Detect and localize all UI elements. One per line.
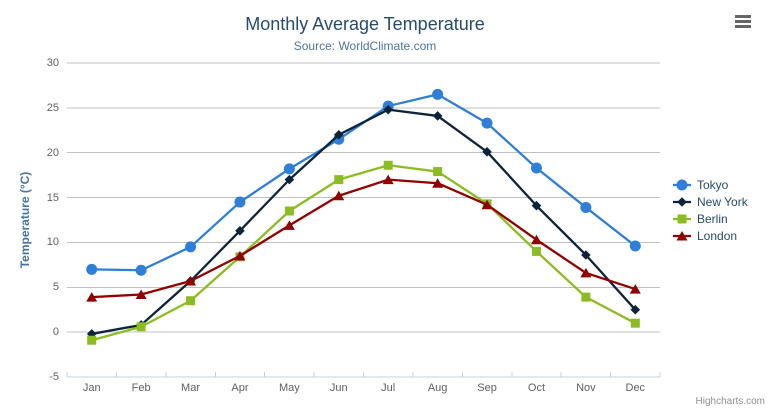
data-point-london-may[interactable] <box>283 220 295 230</box>
data-point-london-jan[interactable] <box>86 292 98 302</box>
data-point-berlin-feb[interactable] <box>136 322 146 332</box>
data-point-new-york-sep[interactable] <box>482 147 492 157</box>
data-point-berlin-jun[interactable] <box>334 175 344 185</box>
data-point-london-feb[interactable] <box>135 289 147 299</box>
series-tokyo-line[interactable] <box>90 93 637 272</box>
y-axis-label: 30 <box>46 57 59 69</box>
legend-item-tokyo[interactable]: Tokyo <box>672 176 748 193</box>
data-point-london-nov[interactable] <box>580 267 592 278</box>
y-axis-label: -5 <box>49 371 59 383</box>
x-axis-label-nov: Nov <box>576 382 596 394</box>
data-point-london-jul[interactable] <box>382 174 394 185</box>
x-axis-label-jan: Jan <box>82 382 101 394</box>
data-point-london-mar[interactable] <box>185 276 197 286</box>
series-berlin-line[interactable] <box>90 164 637 342</box>
chart-subtitle: Source: WorldClimate.com <box>293 39 437 53</box>
data-point-berlin-jul[interactable] <box>383 160 393 170</box>
data-point-new-york-aug[interactable] <box>432 111 443 121</box>
data-point-new-york-may[interactable] <box>284 174 295 185</box>
x-axis-label-aug: Aug <box>427 382 448 394</box>
highcharts-credits-link[interactable]: Highcharts.com <box>695 396 765 407</box>
y-axis-label: 20 <box>46 146 59 159</box>
data-point-new-york-jan[interactable] <box>86 329 97 339</box>
legend-item-berlin[interactable]: Berlin <box>672 210 748 227</box>
series-tokyo[interactable] <box>86 88 641 276</box>
data-point-new-york-oct[interactable] <box>531 200 542 211</box>
legend-symbol-tokyo <box>676 179 688 190</box>
legend: Tokyo New York Berlin London <box>672 176 748 244</box>
data-point-tokyo-oct[interactable] <box>530 162 542 174</box>
data-point-london-sep[interactable] <box>481 199 493 210</box>
data-point-tokyo-may[interactable] <box>283 163 295 175</box>
y-axis-label: 5 <box>52 281 59 294</box>
chart-title: Monthly Average Temperature <box>245 14 485 34</box>
legend-label-new-york: New York <box>697 194 748 209</box>
data-point-new-york-dec[interactable] <box>630 304 641 315</box>
data-point-tokyo-jan[interactable] <box>86 263 98 275</box>
x-axis-label-jun: Jun <box>329 382 348 394</box>
series-london[interactable] <box>86 174 641 302</box>
data-point-new-york-apr[interactable] <box>235 225 245 236</box>
data-point-london-apr[interactable] <box>234 250 246 261</box>
y-axis-label: 15 <box>46 191 59 204</box>
data-point-london-jun[interactable] <box>333 190 345 201</box>
x-axis-label-mar: Mar <box>181 382 200 394</box>
data-point-tokyo-dec[interactable] <box>629 240 641 252</box>
x-axis-label-may: May <box>278 382 300 394</box>
legend-label-tokyo: Tokyo <box>697 177 729 192</box>
data-point-tokyo-aug[interactable] <box>432 88 444 100</box>
y-axis-label: 0 <box>52 326 59 339</box>
data-point-berlin-dec[interactable] <box>630 318 640 328</box>
data-point-berlin-may[interactable] <box>284 206 294 216</box>
legend-marker-berlin <box>673 214 691 223</box>
data-point-london-dec[interactable] <box>629 284 641 294</box>
x-axis-label-apr: Apr <box>231 382 249 394</box>
x-axis-label-jul: Jul <box>381 382 396 394</box>
x-axis-label-oct: Oct <box>527 382 546 394</box>
legend-item-london[interactable]: London <box>672 227 748 244</box>
data-point-london-oct[interactable] <box>530 234 542 245</box>
series-new-york-line[interactable] <box>90 108 637 336</box>
data-point-tokyo-feb[interactable] <box>135 264 147 276</box>
legend-item-new-york[interactable]: New York <box>672 193 748 210</box>
series-london-line[interactable] <box>90 178 637 299</box>
data-point-berlin-nov[interactable] <box>581 292 591 302</box>
export-menu-button[interactable] <box>735 15 751 28</box>
data-point-tokyo-mar[interactable] <box>185 241 197 253</box>
x-axis-label-dec: Dec <box>625 382 646 394</box>
data-point-new-york-jun[interactable] <box>333 129 344 140</box>
legend-label-london: London <box>697 228 738 243</box>
y-axis-label: 25 <box>46 101 59 114</box>
legend-marker-london <box>673 230 691 240</box>
hamburger-icon <box>735 15 751 28</box>
data-point-tokyo-apr[interactable] <box>234 196 246 208</box>
data-point-london-aug[interactable] <box>432 178 444 188</box>
data-point-new-york-nov[interactable] <box>581 250 591 260</box>
data-point-tokyo-sep[interactable] <box>481 117 493 129</box>
x-axis-label-feb: Feb <box>131 382 151 394</box>
legend-symbol-london <box>676 230 688 240</box>
x-axis-label-sep: Sep <box>477 382 497 394</box>
legend-label-berlin: Berlin <box>697 211 728 226</box>
legend-marker-tokyo <box>673 179 691 190</box>
y-axis-label: 10 <box>46 236 59 249</box>
data-point-berlin-aug[interactable] <box>433 167 443 177</box>
legend-symbol-berlin <box>677 214 687 223</box>
series-new-york[interactable] <box>86 104 641 339</box>
data-point-berlin-jan[interactable] <box>87 335 97 345</box>
legend-symbol-new-york <box>677 196 687 207</box>
data-point-berlin-oct[interactable] <box>531 246 541 256</box>
legend-marker-new-york <box>673 196 691 207</box>
data-point-berlin-mar[interactable] <box>186 296 196 306</box>
data-point-tokyo-nov[interactable] <box>580 201 592 213</box>
data-point-new-york-jul[interactable] <box>383 104 394 115</box>
